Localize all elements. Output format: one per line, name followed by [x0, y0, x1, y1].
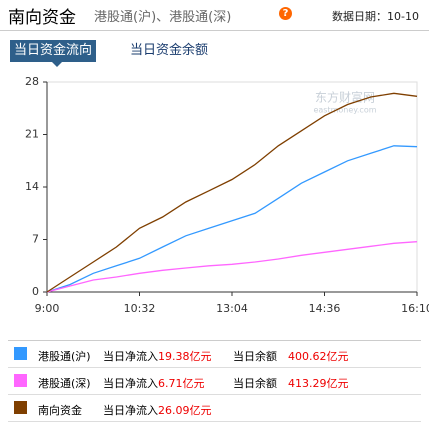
- legend-swatch: [14, 347, 27, 360]
- x-tick-label: 16:10: [401, 302, 429, 315]
- x-tick-label: 9:00: [35, 302, 60, 315]
- header: 南向资金 港股通(沪)、港股通(深) ? 数据日期：10-10: [0, 0, 429, 31]
- legend-row: 南向资金 当日净流入 26.09亿元: [8, 395, 421, 422]
- date: 数据日期：10-10: [332, 10, 419, 23]
- help-icon[interactable]: ?: [279, 7, 292, 20]
- x-tick-label: 14:36: [309, 302, 341, 315]
- legend-cell: 当日余额: [233, 377, 277, 390]
- legend-cell: 400.62亿元: [288, 350, 349, 363]
- legend-row: 港股通(沪) 当日净流入 19.38亿元 当日余额 400.62亿元: [8, 341, 421, 368]
- series-line: [46, 92, 418, 293]
- legend-cell: 港股通(沪): [38, 350, 91, 363]
- legend-row: 港股通(深) 当日净流入 6.71亿元 当日余额 413.29亿元: [8, 368, 421, 395]
- tab[interactable]: 当日资金余额: [130, 43, 209, 58]
- watermark: 东方财富网: [315, 90, 375, 105]
- legend-cell: 413.29亿元: [288, 377, 349, 390]
- legend-table: 港股通(沪) 当日净流入 19.38亿元 当日余额 400.62亿元 港股通(深) 当日净流…: [8, 340, 421, 422]
- series-line: [46, 241, 418, 293]
- y-tick-label: 28: [25, 75, 39, 88]
- legend-cell: 南向资金: [38, 404, 82, 417]
- y-tick-label: 21: [25, 128, 39, 141]
- legend-cell: 当日余额: [233, 350, 277, 363]
- title: 南向资金: [8, 8, 76, 28]
- x-tick-label: 13:04: [216, 302, 248, 315]
- subtitle: 港股通(沪)、港股通(深): [94, 10, 232, 25]
- legend-cell: 26.09亿元: [158, 404, 212, 417]
- y-tick-label: 0: [32, 285, 39, 298]
- tab-pointer: [52, 62, 62, 67]
- tab[interactable]: 当日资金流向: [10, 40, 97, 62]
- legend-cell: 当日净流入: [103, 350, 158, 363]
- legend-cell: 当日净流入: [103, 404, 158, 417]
- legend-cell: 当日净流入: [103, 377, 158, 390]
- legend-swatch: [14, 374, 27, 387]
- series-line: [46, 145, 418, 293]
- legend-swatch: [14, 401, 27, 414]
- legend-cell: 6.71亿元: [158, 377, 205, 390]
- legend-cell: 港股通(深): [38, 377, 91, 390]
- y-tick-label: 14: [25, 180, 39, 193]
- legend-cell: 19.38亿元: [158, 350, 212, 363]
- watermark: eastmoney.com: [313, 106, 376, 115]
- x-tick-label: 10:32: [124, 302, 156, 315]
- y-tick-label: 7: [32, 233, 39, 246]
